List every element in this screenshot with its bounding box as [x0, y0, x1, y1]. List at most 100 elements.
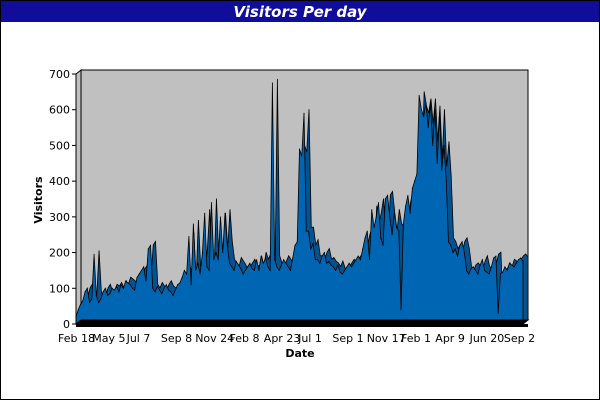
chart-title-bar: Visitors Per day [1, 1, 599, 22]
y-tick-label: 600 [49, 104, 70, 117]
x-tick-label: Feb 8 [230, 332, 260, 345]
data-point [470, 268, 472, 270]
data-point [147, 248, 149, 250]
data-point [183, 269, 185, 272]
data-point [323, 251, 325, 254]
data-point [102, 291, 104, 293]
data-point [152, 287, 154, 289]
data-point [416, 173, 418, 175]
data-point [265, 257, 267, 259]
data-point [140, 269, 143, 272]
data-point [116, 285, 118, 288]
data-point [481, 259, 483, 261]
data-point [131, 287, 134, 289]
data-point [274, 259, 276, 261]
data-point [508, 262, 511, 264]
data-point [210, 201, 213, 204]
data-point [382, 244, 384, 247]
chart-title: Visitors Per day [233, 2, 367, 21]
data-point [353, 262, 355, 264]
x-tick-label: Nov 17 [367, 332, 406, 345]
data-point [389, 216, 391, 218]
data-point [398, 230, 400, 232]
data-point [118, 291, 120, 293]
data-point [127, 282, 129, 284]
data-point [294, 244, 296, 247]
data-point [441, 169, 443, 172]
data-point [260, 255, 262, 257]
data-point [188, 235, 190, 238]
data-point [289, 269, 292, 272]
data-point [199, 273, 201, 275]
y-tick-label: 400 [49, 175, 70, 188]
x-tick-label: Nov 24 [195, 332, 234, 345]
data-point [520, 257, 522, 259]
data-point [337, 264, 339, 266]
plot-floor [74, 319, 530, 325]
data-point [429, 101, 432, 104]
data-point [269, 269, 271, 272]
data-point [303, 112, 305, 114]
data-point [176, 284, 179, 286]
x-tick-label: Jul 7 [126, 332, 151, 345]
y-tick-label: 200 [49, 247, 70, 260]
data-point [316, 259, 319, 261]
data-point [93, 253, 95, 255]
data-point [454, 248, 456, 250]
data-point [267, 266, 269, 268]
x-tick-label: Apr 9 [435, 332, 465, 345]
data-point [362, 248, 364, 250]
data-point [307, 230, 310, 232]
data-point [425, 101, 427, 104]
data-point [170, 291, 172, 293]
data-point [386, 194, 389, 197]
data-point [233, 269, 235, 272]
data-point [312, 243, 314, 245]
data-point [107, 294, 109, 297]
y-tick-label: 500 [49, 139, 70, 152]
data-point [179, 282, 181, 284]
data-point [468, 273, 470, 275]
data-point [165, 284, 167, 286]
area-series [75, 82, 524, 325]
data-point [278, 269, 280, 272]
data-point [463, 251, 465, 254]
data-point [215, 251, 217, 254]
data-point [461, 241, 463, 243]
data-point [506, 269, 508, 272]
x-tick-label: Sep 8 [161, 332, 192, 345]
data-point [341, 273, 343, 275]
data-point [163, 287, 165, 289]
data-point [100, 298, 102, 300]
data-point [497, 312, 499, 314]
data-point [434, 109, 436, 111]
data-point [246, 266, 249, 268]
data-point [504, 266, 506, 268]
data-point [145, 280, 147, 282]
y-tick-label: 100 [49, 282, 70, 295]
data-point [192, 223, 194, 225]
data-point [97, 301, 100, 304]
data-point [181, 276, 183, 279]
x-tick-label: Sep 2 [504, 332, 535, 345]
data-point [484, 269, 486, 272]
data-point [111, 287, 113, 289]
data-point [364, 237, 366, 239]
data-point [251, 268, 253, 270]
data-point [474, 269, 477, 272]
data-point [158, 289, 161, 291]
data-point [335, 269, 337, 272]
data-point [253, 269, 255, 272]
data-point [450, 244, 452, 247]
data-point [409, 212, 411, 214]
data-point [113, 289, 115, 291]
data-point [256, 259, 258, 261]
data-point [301, 155, 303, 157]
data-point [502, 271, 504, 273]
data-point [195, 269, 197, 272]
data-point [287, 266, 289, 268]
data-point [82, 300, 84, 302]
data-point [472, 266, 474, 268]
